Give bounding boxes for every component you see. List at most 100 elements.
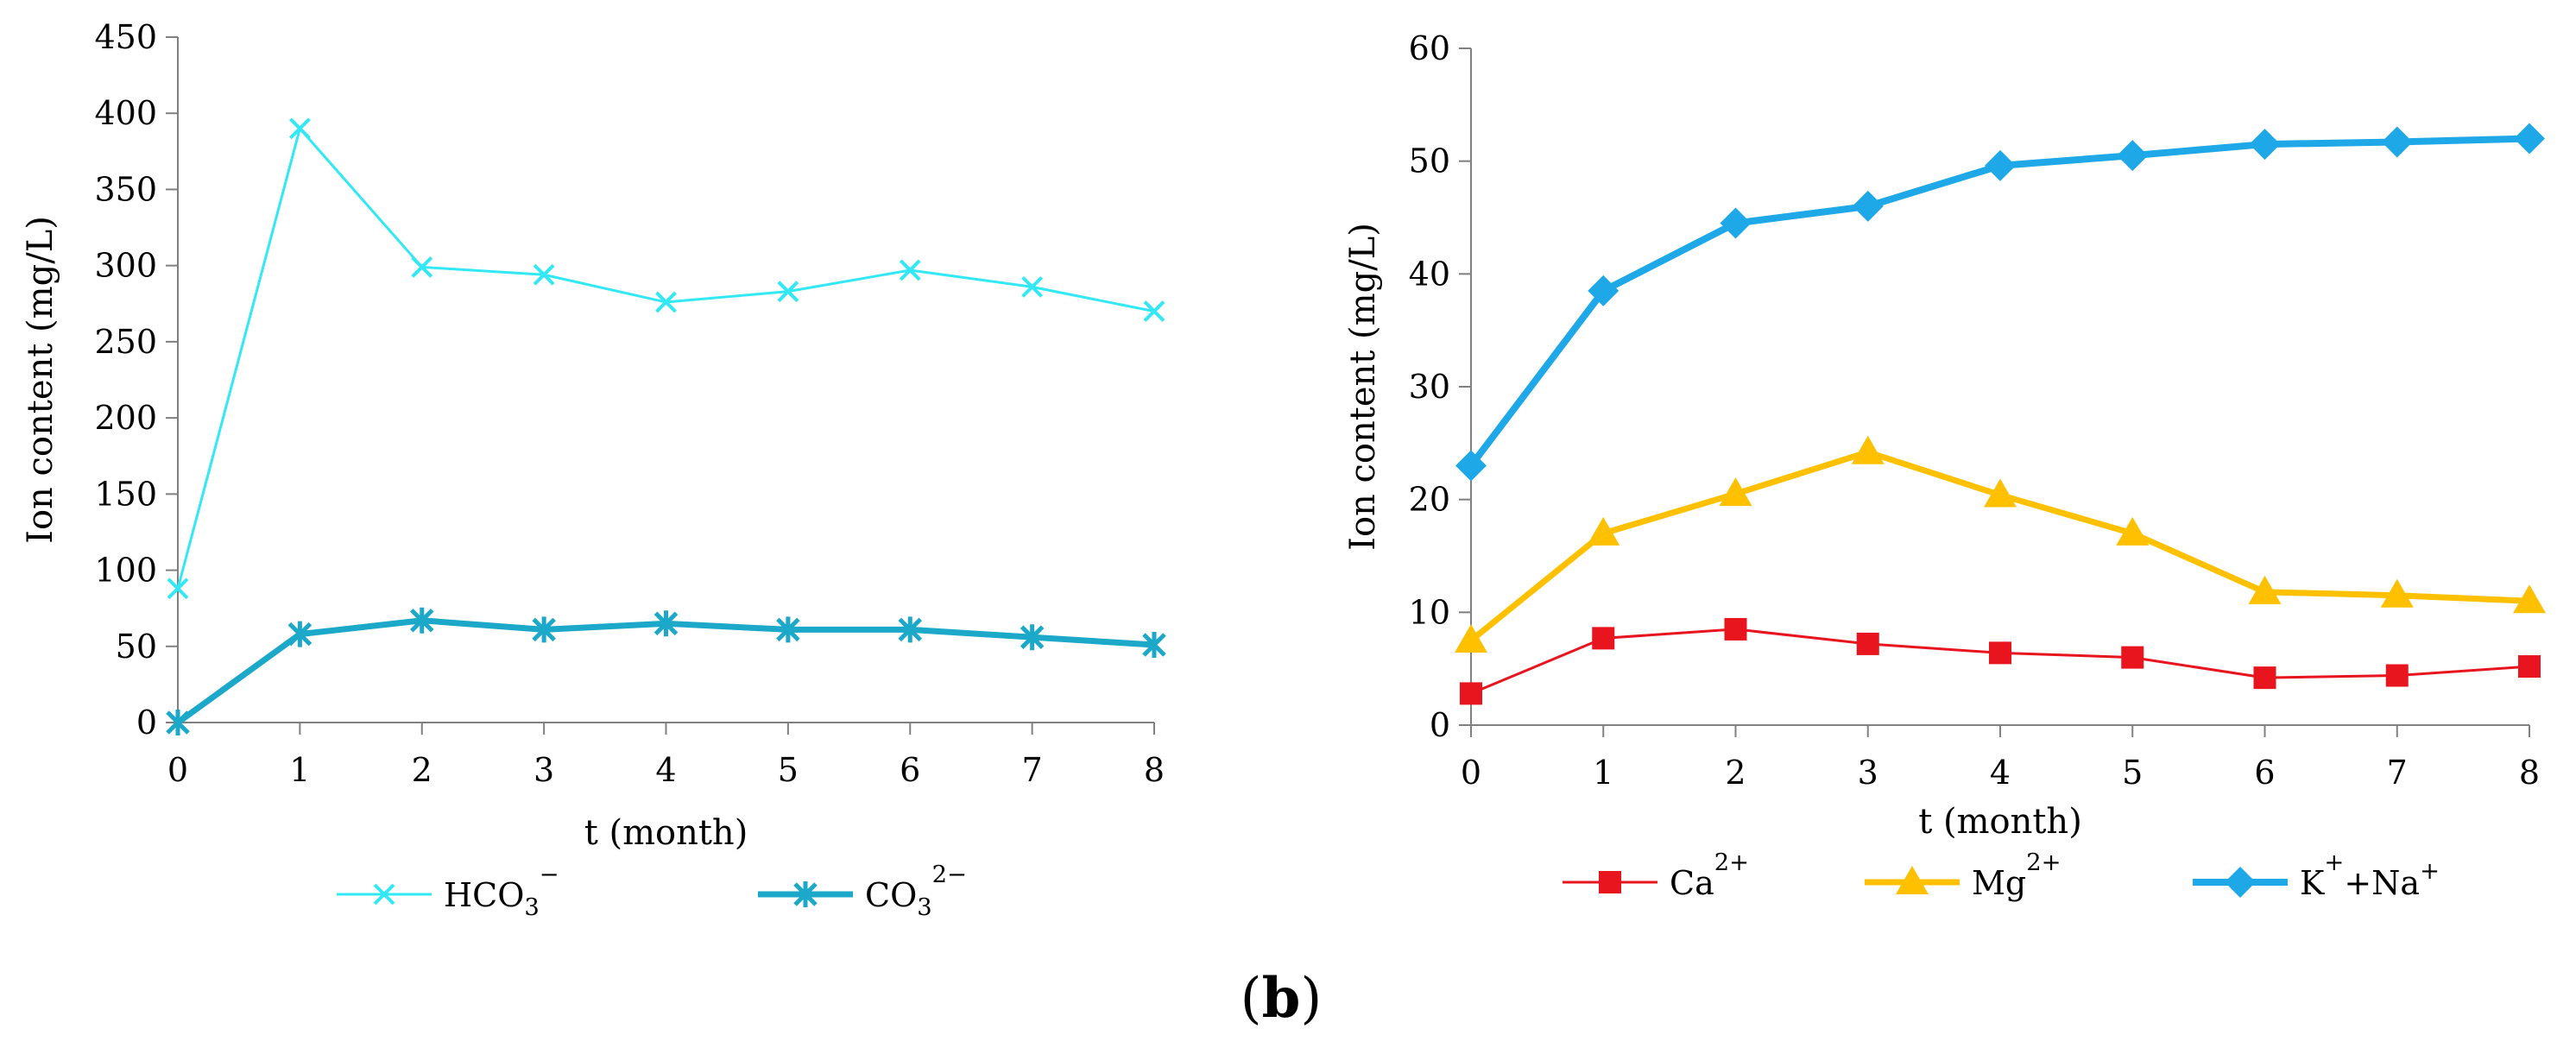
x-tick-label: 5 [778,751,799,789]
legend-sup: 2− [932,862,967,888]
data-point [1724,617,1747,641]
data-point [2248,575,2282,604]
y-tick-label: 0 [136,704,157,742]
y-tick-label: 0 [1430,706,1450,744]
legend-sup2: + [2420,858,2440,885]
y-tick-label: 40 [1409,255,1450,293]
y-axis-title: Ion content (mg/L) [1343,223,1383,551]
data-point [532,616,556,643]
data-point [1984,478,2017,508]
legend-base2: +Na [2344,864,2420,902]
legend-base: Mg [1972,864,2026,902]
data-point [1020,624,1045,651]
x-tick-label: 7 [2387,754,2408,792]
series-Mg2+ [1455,435,2546,653]
data-point [2116,516,2150,546]
x-tick-label: 0 [167,751,188,789]
legend-sup: 2+ [2026,849,2061,876]
data-point [777,281,799,303]
panel-label: (b) [1241,966,1323,1031]
data-point [409,607,434,634]
data-point [2121,646,2144,669]
data-point [1989,641,2011,665]
legend-marker [1896,866,1929,894]
y-tick-label: 300 [94,247,157,285]
data-point [655,291,677,313]
x-tick-label: 8 [2519,754,2540,792]
y-tick-label: 200 [94,399,157,437]
legend-label: K++Na+ [2300,849,2440,902]
legend-label: Ca2+ [1670,849,1749,902]
data-point [653,610,679,637]
data-point [1856,632,1879,655]
data-point [533,263,555,286]
legend-sub: 3 [524,894,539,921]
y-tick-label: 400 [94,94,157,132]
y-tick-label: 150 [94,475,157,513]
y-tick-label: 250 [94,323,157,361]
data-point [1455,450,1487,482]
data-point [288,117,311,140]
data-point [1142,632,1166,659]
data-point [1720,207,1752,239]
legend-base: K [2300,864,2325,902]
x-tick-label: 3 [534,751,554,789]
x-tick-label: 0 [1461,754,1481,792]
x-tick-label: 7 [1022,751,1043,789]
data-point [898,616,923,643]
legend-base: CO [865,876,917,914]
legend-label: CO32− [865,862,967,921]
y-tick-label: 20 [1409,481,1450,519]
data-point [2381,126,2413,158]
legend-marker [2225,867,2256,898]
x-tick-label: 6 [2254,754,2275,792]
data-point [1588,275,1619,306]
legend-marker [373,883,395,906]
legend-sup: − [540,862,559,888]
legend-sub: 3 [917,894,931,921]
x-tick-label: 4 [1990,754,2011,792]
legend-sup: 2+ [1714,849,1749,876]
data-point [1143,300,1165,323]
data-point [1021,275,1044,298]
data-point [899,259,921,281]
x-axis-title: t (month) [1918,802,2082,842]
x-tick-label: 6 [900,751,920,789]
data-point [1455,624,1487,653]
y-tick-label: 450 [94,18,157,56]
data-point [1985,149,2016,181]
data-point [1587,516,1620,546]
data-point [167,577,189,600]
data-point [1852,190,1884,222]
legend-item-K++Na+: K++Na+ [2193,849,2440,902]
data-point [1851,435,1885,464]
data-point [1592,627,1615,650]
legend-marker [793,881,818,907]
legend-item-Ca2+: Ca2+ [1563,849,1749,902]
legend-marker [1599,871,1621,893]
x-tick-label: 3 [1858,754,1878,792]
y-tick-label: 30 [1409,368,1450,406]
series-CO32- [166,607,1166,735]
legend-base: Ca [1670,864,1714,902]
legend-item-HCO3-: HCO3− [337,862,559,921]
legend-item-CO32-: CO32− [758,862,967,921]
data-point [2514,123,2545,155]
series-K++Na+ [1455,123,2545,482]
legend-label: HCO3− [444,862,559,921]
series-Ca2+ [1460,617,2541,705]
data-point [2253,666,2276,690]
data-point [287,621,313,647]
data-point [2385,664,2409,687]
data-point [776,616,800,643]
data-point [1460,682,1482,705]
legend-base: HCO [444,876,524,914]
y-tick-label: 60 [1409,29,1450,67]
data-point [2380,578,2414,608]
y-tick-label: 10 [1409,593,1450,631]
data-point [2513,584,2546,614]
data-point [2117,140,2149,172]
